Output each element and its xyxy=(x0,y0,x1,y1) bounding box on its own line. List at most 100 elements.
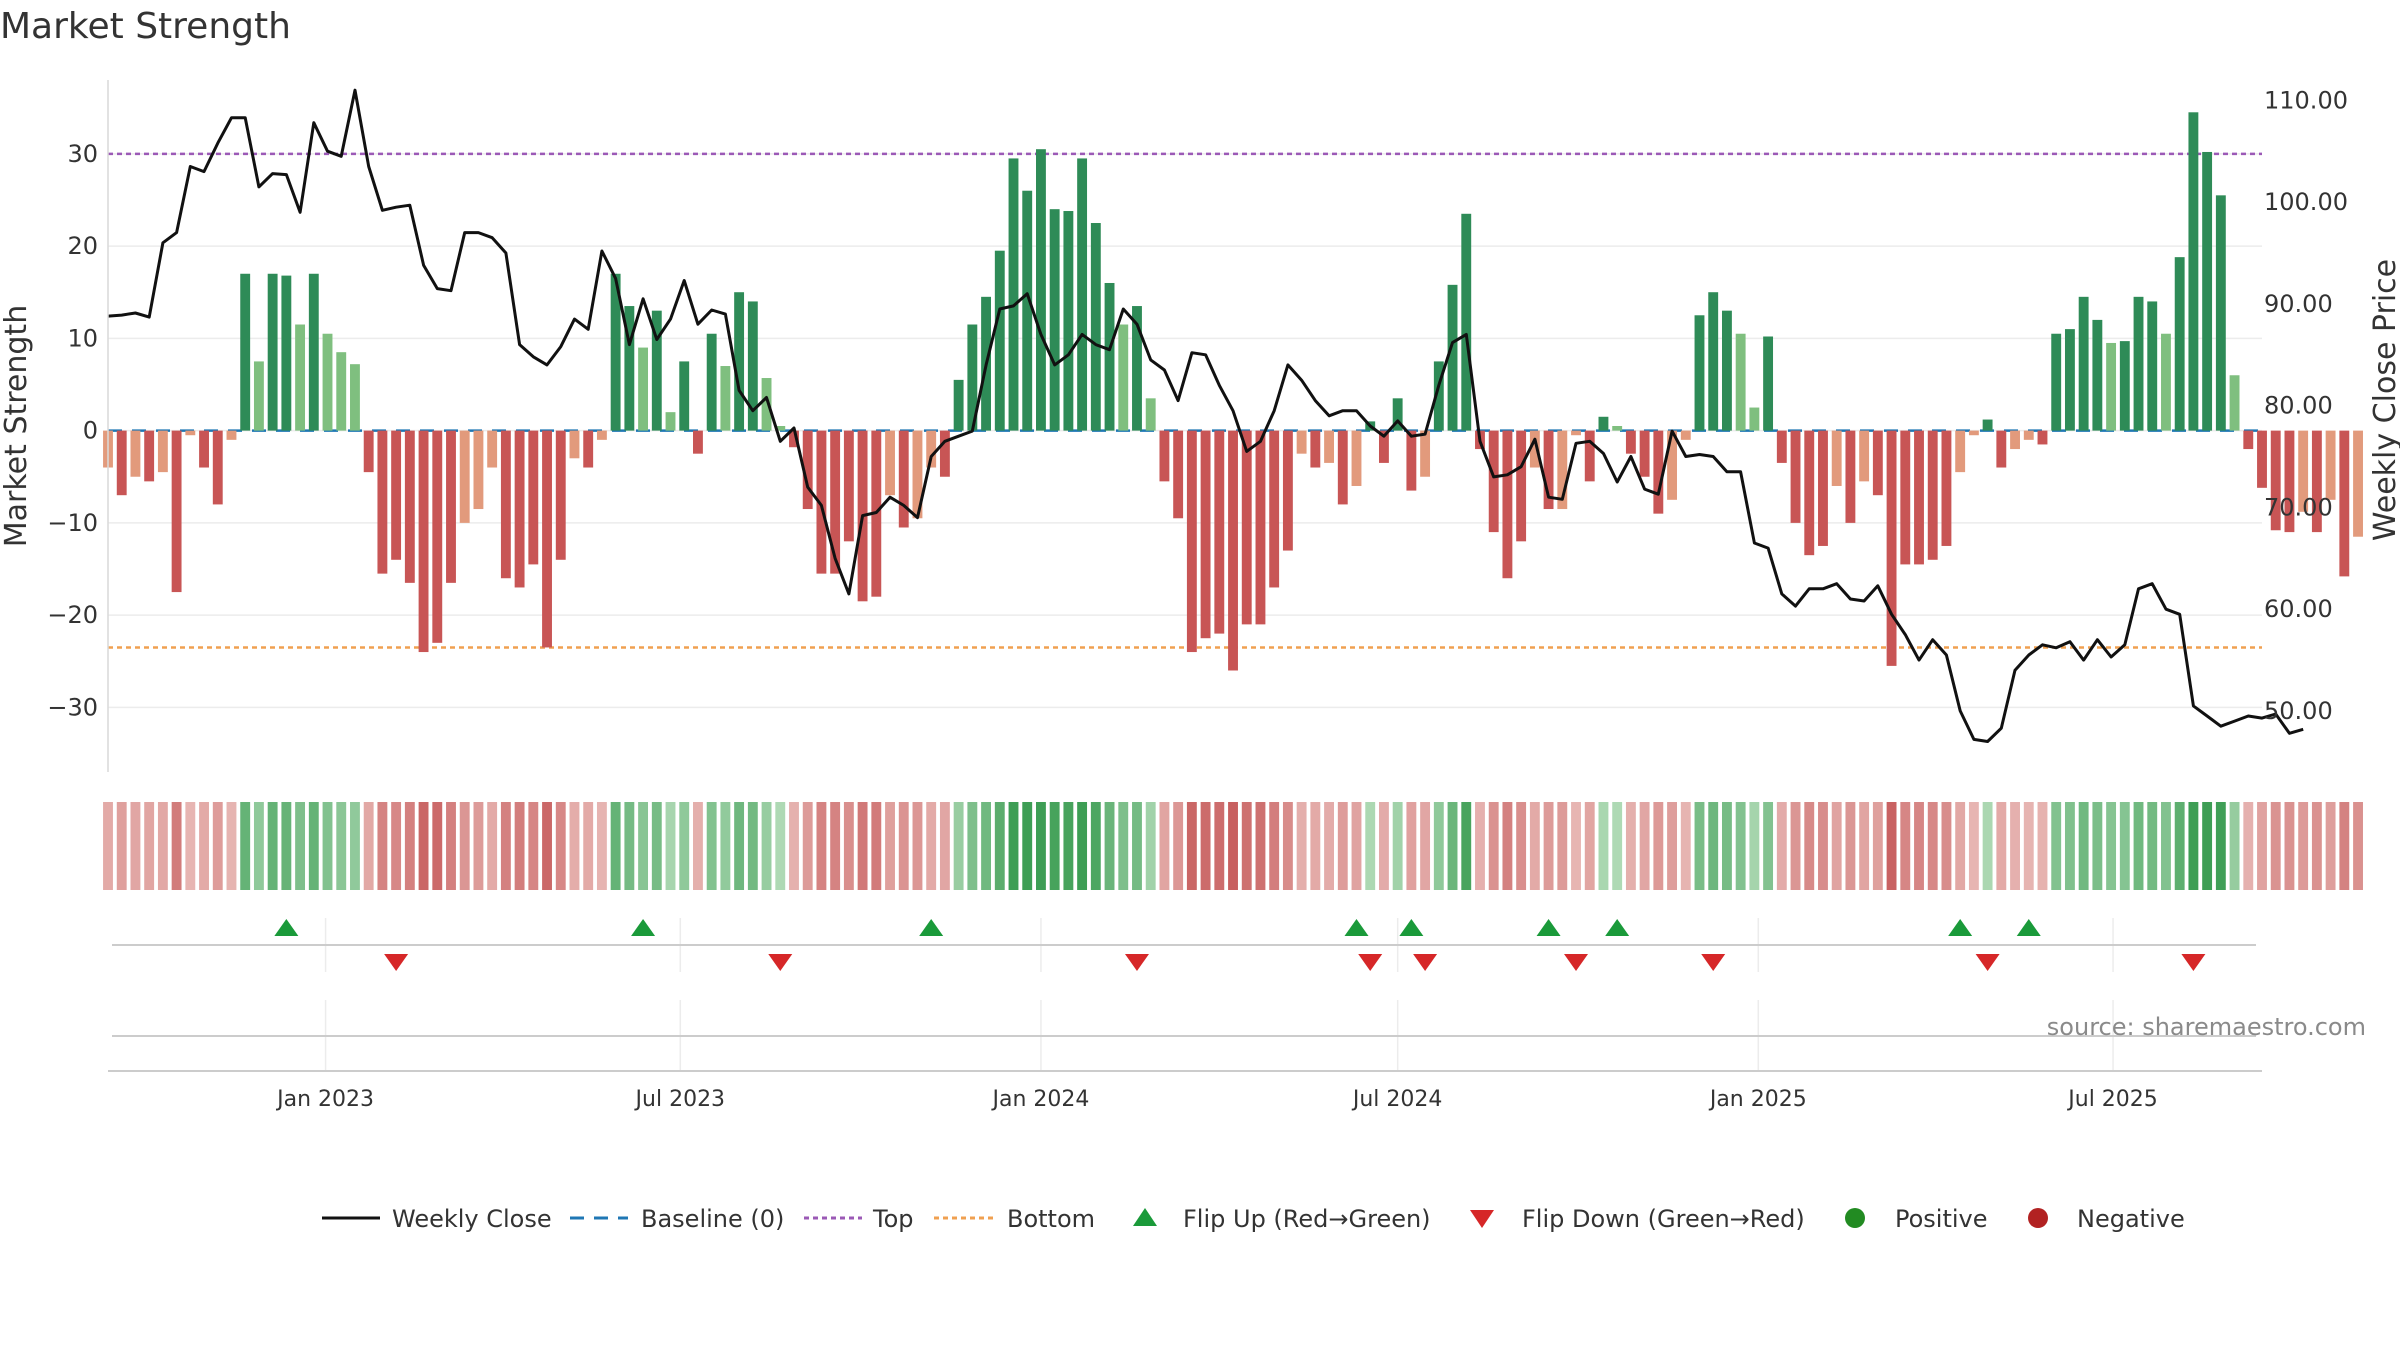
strength-bar xyxy=(473,430,484,510)
regime-cell xyxy=(1365,802,1376,890)
strength-bar xyxy=(1955,430,1966,473)
regime-cell xyxy=(871,802,882,890)
regime-cell xyxy=(1968,802,1979,890)
regime-cell xyxy=(981,802,992,890)
legend-item-baseline: Baseline (0) xyxy=(570,1205,784,1233)
legend-item-positive: Positive xyxy=(1845,1205,1988,1233)
regime-cell xyxy=(1927,802,1938,890)
regime-cell xyxy=(1063,802,1074,890)
strength-bar xyxy=(706,333,717,431)
strength-bar xyxy=(2270,430,2281,531)
strength-bar xyxy=(226,430,237,440)
strength-bar xyxy=(1735,333,1746,431)
regime-cell xyxy=(2270,802,2281,890)
strength-bar xyxy=(487,430,498,468)
regime-cell xyxy=(747,802,758,890)
regime-cell xyxy=(734,802,745,890)
regime-cell xyxy=(363,802,374,890)
axes: 30 20 10 0 −10 −20 −30 110.00 100.00 90.00 80.00 70… xyxy=(0,80,2400,772)
regime-cell xyxy=(1763,802,1774,890)
strength-bar xyxy=(1392,398,1403,431)
strength-bar xyxy=(432,430,443,643)
strength-bar xyxy=(1763,336,1774,431)
regime-cell xyxy=(1941,802,1952,890)
regime-cell xyxy=(199,802,209,890)
regime-cell xyxy=(1612,802,1623,890)
strength-bar xyxy=(2147,301,2158,431)
left-tick-label: −30 xyxy=(47,693,98,721)
strength-bar xyxy=(2325,430,2336,500)
strength-bar xyxy=(555,430,566,560)
strength-bars xyxy=(103,112,2363,671)
strength-bar xyxy=(2215,195,2226,431)
strength-bar xyxy=(2339,430,2350,577)
right-tick-label: 110.00 xyxy=(2264,86,2348,114)
strength-bar xyxy=(2298,430,2309,512)
strength-bar xyxy=(1680,430,1691,440)
regime-cell xyxy=(2339,802,2350,890)
strength-bar xyxy=(2023,430,2034,440)
strength-bar xyxy=(336,352,347,431)
flip-up-marker xyxy=(1605,919,1630,936)
strength-bar xyxy=(2010,430,2020,450)
strength-bar xyxy=(1063,211,1074,431)
legend-swatch-flip-up xyxy=(1133,1208,1157,1226)
strength-bar xyxy=(720,366,731,431)
strength-bar xyxy=(1049,209,1060,431)
regime-cell xyxy=(1914,802,1924,890)
strength-bar xyxy=(1914,430,1924,565)
flip-up-marker xyxy=(919,919,944,936)
flip-up-marker xyxy=(1344,919,1369,936)
right-tick-label: 50.00 xyxy=(2264,697,2333,725)
strength-bar xyxy=(1571,430,1581,436)
regime-cell xyxy=(994,802,1005,890)
regime-cell xyxy=(267,802,278,890)
strength-bar xyxy=(1667,430,1677,500)
regime-cell xyxy=(2051,802,2062,890)
flip-down-marker xyxy=(2181,954,2206,971)
regime-cell xyxy=(885,802,895,890)
left-tick-label: 20 xyxy=(67,232,98,260)
legend-label: Positive xyxy=(1895,1205,1988,1233)
strength-bar xyxy=(1186,430,1197,653)
left-axis-title: Market Strength xyxy=(0,305,34,547)
strength-bar xyxy=(1900,430,1911,565)
regime-cell xyxy=(1173,802,1184,890)
strength-bar xyxy=(240,273,251,431)
strength-bar xyxy=(1502,430,1513,579)
strength-bar xyxy=(514,430,525,588)
strength-bar xyxy=(1241,430,1252,625)
strength-bar xyxy=(1886,430,1897,666)
regime-cell xyxy=(1145,802,1156,890)
regime-cell xyxy=(583,802,594,890)
regime-cell xyxy=(2010,802,2020,890)
x-tick-label: Jan 2024 xyxy=(990,1087,1089,1112)
strength-bar xyxy=(363,430,374,473)
strength-bar xyxy=(1598,416,1609,431)
regime-cell xyxy=(1598,802,1609,890)
regime-cell xyxy=(542,802,552,890)
strength-bar xyxy=(967,324,978,431)
strength-bar xyxy=(1845,430,1856,523)
legend-swatch-positive xyxy=(1845,1208,1865,1228)
strength-bar xyxy=(624,306,635,431)
right-tick-label: 70.00 xyxy=(2264,493,2333,521)
regime-cell xyxy=(569,802,580,890)
strength-bar xyxy=(665,412,676,431)
flip-markers xyxy=(112,919,2256,971)
regime-cell xyxy=(2284,802,2295,890)
strength-bar xyxy=(1941,430,1952,546)
strength-bar xyxy=(1653,430,1664,514)
regime-cell xyxy=(1859,802,1870,890)
strength-bar xyxy=(1090,223,1101,431)
regime-cell xyxy=(2325,802,2336,890)
strength-bar xyxy=(2174,257,2185,431)
strength-bar xyxy=(651,310,662,431)
strength-bar xyxy=(171,430,182,593)
strength-bar xyxy=(1337,430,1348,505)
regime-cell xyxy=(171,802,182,890)
flip-up-marker xyxy=(1948,919,1973,936)
strength-bar xyxy=(2202,151,2213,431)
regime-cell xyxy=(1996,802,2007,890)
strength-bar xyxy=(583,430,594,468)
